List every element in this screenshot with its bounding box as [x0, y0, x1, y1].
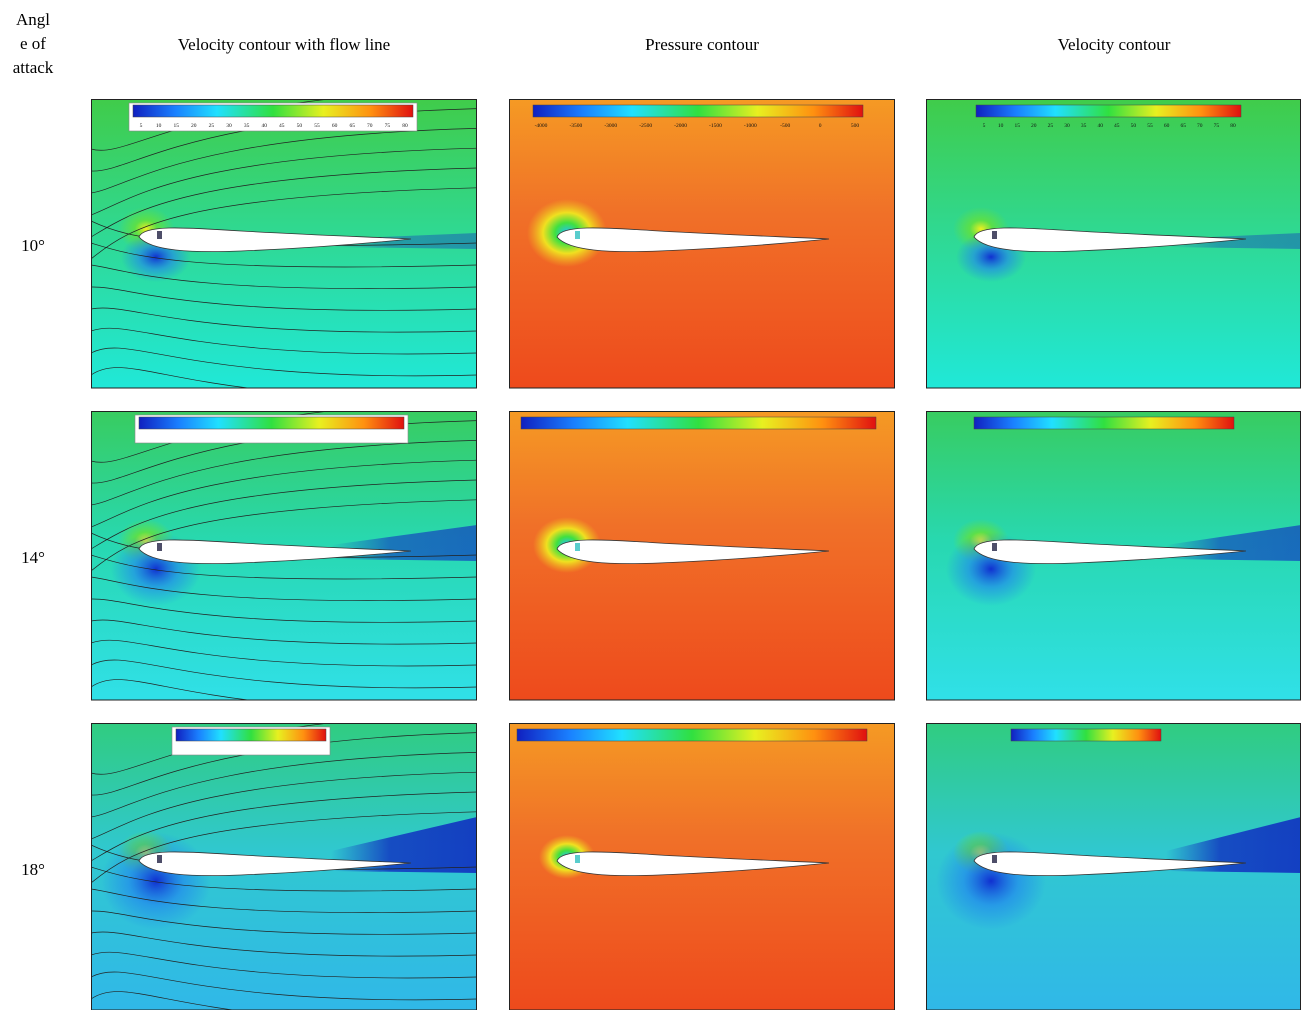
colorbar-label: 80: [1230, 123, 1236, 129]
contour-panel: [91, 401, 477, 710]
colorbar-label: 50: [297, 123, 303, 129]
colorbar-label: -1500: [709, 123, 722, 129]
header-angle: attack: [13, 58, 54, 77]
angle-label: 10°: [21, 236, 45, 255]
colorbar: [139, 417, 404, 429]
colorbar-label: 0: [819, 123, 822, 129]
contour-panel: [926, 411, 1301, 700]
colorbar-label: 45: [279, 123, 285, 129]
colorbar-label: 55: [1147, 123, 1153, 129]
contour-panel: [926, 723, 1301, 1010]
contour-panel: [509, 723, 895, 1010]
colorbar-label: 25: [1048, 123, 1054, 129]
page: Angl e of attack Velocity contour with flow…: [0, 0, 1301, 1010]
probe: [992, 855, 997, 863]
contour-panel: [509, 411, 895, 700]
angle-label: 14°: [21, 548, 45, 567]
probe: [157, 231, 162, 239]
contour-panel: [91, 713, 477, 1010]
panel-content: [91, 401, 477, 710]
colorbar: [521, 417, 876, 429]
colorbar-label: 15: [1014, 123, 1020, 129]
colorbar-label: 10: [998, 123, 1004, 129]
colorbar: [176, 729, 326, 741]
colorbar-label: 70: [1197, 123, 1203, 129]
stagnation-zone: [936, 832, 1046, 930]
probe: [575, 543, 580, 551]
panel-content: [509, 411, 895, 700]
colorbar-label: 30: [226, 123, 232, 129]
probe: [575, 855, 580, 863]
contour-panel: 5 10 15 20 25 30 35 40 45 50 55 60 65 70 75 80: [926, 99, 1301, 388]
colorbar-label: 65: [349, 123, 355, 129]
panel-content: [509, 723, 895, 1010]
colorbar-label: 20: [191, 123, 197, 129]
colorbar-label: 60: [1164, 123, 1170, 129]
colorbar-label: 5: [983, 123, 986, 129]
colorbar-label: -4000: [535, 123, 548, 129]
colorbar-label: 60: [332, 123, 338, 129]
colorbar: [976, 105, 1241, 117]
colorbar-label: 75: [385, 123, 391, 129]
colorbar-label: 55: [314, 123, 320, 129]
colorbar-label: 10: [156, 123, 162, 129]
colorbar-label: 45: [1114, 123, 1120, 129]
colorbar-label: -1000: [744, 123, 757, 129]
colorbar-label: 50: [1131, 123, 1137, 129]
colorbar-label: -3000: [604, 123, 617, 129]
column-header: Velocity contour with flow line: [178, 35, 390, 54]
panel-content: 5 10 15 20 25 30 35 40 45 50 55 60 65 70 75 80: [926, 99, 1301, 388]
colorbar: [533, 105, 863, 117]
probe: [992, 543, 997, 551]
colorbar-label: -2500: [639, 123, 652, 129]
figure: Angl e of attack Velocity contour with flow…: [0, 0, 1301, 1010]
column-header: Velocity contour: [1058, 35, 1171, 54]
contour-panel: -4000 -3500 -3000 -2500 -2000 -1500 -1000 -500 0…: [509, 99, 895, 388]
probe: [157, 855, 162, 863]
probe: [157, 543, 162, 551]
colorbar-label: 5: [140, 123, 143, 129]
panel-content: [926, 411, 1301, 700]
colorbar-label: 70: [367, 123, 373, 129]
probe: [992, 231, 997, 239]
colorbar-label: 25: [209, 123, 215, 129]
probe: [575, 231, 580, 239]
colorbar-label: 40: [1097, 123, 1103, 129]
colorbar-label: -500: [780, 123, 790, 129]
colorbar-label: -3500: [569, 123, 582, 129]
header-angle: e of: [20, 34, 46, 53]
colorbar-label: 35: [1081, 123, 1087, 129]
panel-content: [926, 723, 1301, 1010]
colorbar-label: 20: [1031, 123, 1037, 129]
colorbar-label: 40: [261, 123, 267, 129]
colorbar-label: -2000: [674, 123, 687, 129]
header-angle: Angl: [16, 10, 50, 29]
colorbar-label: 65: [1180, 123, 1186, 129]
colorbar: [133, 105, 413, 117]
colorbar-label: 30: [1064, 123, 1070, 129]
contour-panel: 5 10 15 20 25 30 35 40 45 50 55 60 65 70 75 80: [91, 89, 477, 398]
colorbar-label: 35: [244, 123, 250, 129]
colorbar-label: 15: [173, 123, 179, 129]
panel-content: [91, 713, 477, 1010]
colorbar: [517, 729, 867, 741]
colorbar-label: 500: [851, 123, 860, 129]
angle-label: 18°: [21, 860, 45, 879]
panel-content: 5 10 15 20 25 30 35 40 45 50 55 60 65 70 75 80: [91, 89, 477, 398]
colorbar: [974, 417, 1234, 429]
panel-content: -4000 -3500 -3000 -2500 -2000 -1500 -1000 -500 0…: [509, 99, 895, 388]
colorbar: [1011, 729, 1161, 741]
colorbar-label: 80: [402, 123, 408, 129]
column-header: Pressure contour: [645, 35, 759, 54]
colorbar-label: 75: [1214, 123, 1220, 129]
